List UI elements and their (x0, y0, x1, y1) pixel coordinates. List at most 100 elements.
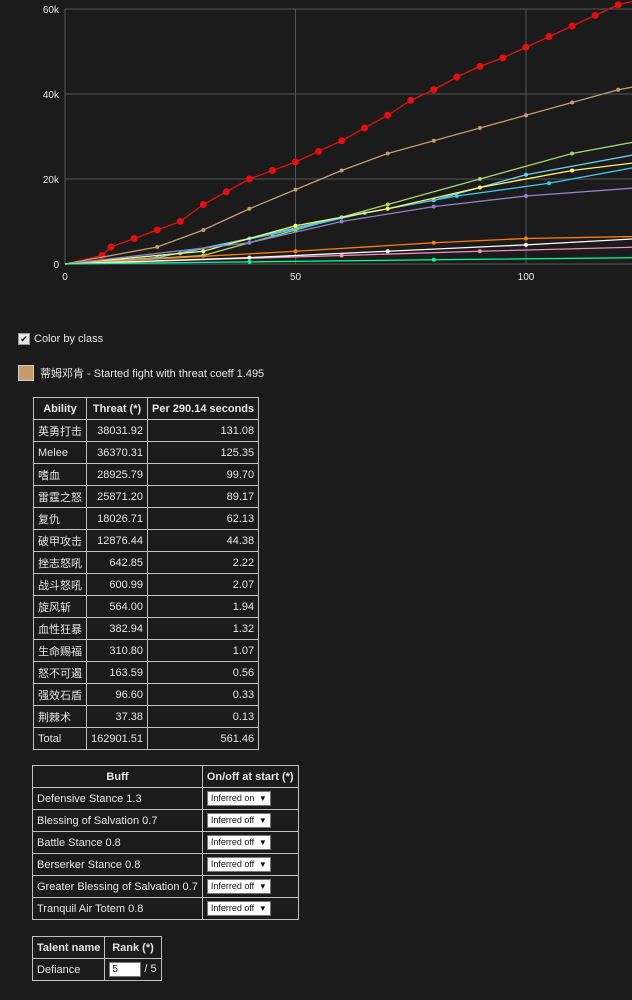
series-point (385, 151, 390, 156)
x-tick-label: 50 (290, 272, 302, 283)
color-by-class-checkbox[interactable]: ✔ (18, 333, 30, 345)
per-seconds-cell: 1.94 (146, 595, 260, 618)
per-seconds-cell: 44.38 (146, 529, 260, 552)
series-point (338, 137, 346, 145)
buff-state-select[interactable]: Inferred on ▼ (206, 791, 271, 806)
color-by-class-control[interactable]: ✔ Color by class (18, 333, 103, 345)
series-point (430, 86, 438, 94)
series-point (570, 100, 575, 105)
rank-input[interactable]: 5 (109, 962, 142, 977)
series-point (524, 242, 528, 247)
series-point (176, 218, 184, 225)
series-point (591, 11, 599, 19)
buff-state-select[interactable]: Inferred off ▼ (206, 835, 271, 850)
series-point (293, 249, 298, 254)
buff-state-cell: Inferred off ▼ (201, 831, 299, 854)
series-point (524, 194, 528, 198)
series-point (385, 206, 390, 211)
buff-state-cell: Inferred off ▼ (201, 809, 299, 832)
threat-cell: 163.59 (86, 661, 148, 684)
threat-cell: 12876.44 (86, 529, 148, 552)
chevron-down-icon: ▼ (258, 794, 267, 803)
series-point (155, 245, 160, 249)
ability-cell: 强效石盾 (33, 683, 87, 706)
series-point (547, 181, 552, 186)
talent-name-cell: Defiance (31, 958, 106, 981)
chevron-down-icon: ▼ (258, 816, 267, 825)
series-line (64, 0, 632, 265)
series-point (568, 22, 576, 30)
per-seconds-cell: 131.08 (146, 419, 260, 442)
ability-cell: 旋风斩 (33, 595, 87, 618)
threat-cell: 25871.20 (86, 485, 148, 508)
per-seconds-cell: 2.07 (146, 573, 260, 596)
ability-cell: 英勇打击 (33, 419, 87, 442)
table-row: Defensive Stance 1.3 Inferred on ▼ (32, 787, 299, 810)
table-row: Defiance 5/ 5 (31, 958, 162, 981)
buff-state-value: Inferred off (210, 859, 255, 869)
buff-state-cell: Inferred on ▼ (201, 787, 299, 810)
series-point (431, 138, 436, 143)
series-point (545, 33, 553, 41)
ability-cell: Melee (33, 441, 87, 464)
threat-cell: 310.80 (86, 639, 148, 662)
series-point (476, 62, 484, 70)
player-color-swatch[interactable] (18, 365, 34, 381)
series-point (247, 206, 252, 211)
series-point (477, 185, 482, 190)
series-point (570, 151, 575, 156)
per-seconds-cell: 0.13 (146, 705, 260, 728)
threat-cell: 38031.92 (86, 419, 148, 442)
per-seconds-cell: 0.33 (146, 683, 260, 706)
ability-cell: Total (33, 727, 87, 750)
talent-table: Talent name Rank (*) Defiance 5/ 5 (31, 936, 162, 981)
series-point (339, 168, 344, 173)
buff-state-value: Inferred off (210, 903, 255, 913)
chevron-down-icon: ▼ (258, 838, 267, 847)
threat-cell: 96.60 (86, 683, 148, 706)
series-point (570, 168, 575, 173)
table-row: 怒不可遏 163.59 0.56 (33, 661, 260, 684)
chevron-down-icon: ▼ (258, 882, 267, 891)
series-point (222, 188, 230, 196)
threat-header: Threat (*) (86, 397, 148, 420)
buff-state-select[interactable]: Inferred off ▼ (206, 813, 271, 828)
series-point (384, 111, 392, 119)
buff-state-select[interactable]: Inferred off ▼ (206, 879, 271, 894)
buff-header: Buff (32, 765, 203, 788)
threat-chart: 0 20k 40k 60k 0 50 100 (43, 0, 632, 283)
ability-cell: 挫志怒吼 (33, 551, 87, 574)
buff-state-select[interactable]: Inferred off ▼ (206, 901, 271, 916)
series-point (201, 228, 206, 232)
table-row: Melee 36370.31 125.35 (33, 441, 260, 464)
series-point (453, 73, 461, 81)
table-row: Battle Stance 0.8 Inferred off ▼ (32, 831, 299, 854)
series-line (64, 141, 632, 265)
table-row: Greater Blessing of Salvation 0.7 Inferre… (32, 875, 299, 898)
buff-state-value: Inferred off (210, 815, 255, 825)
table-row: 嗜血 28925.79 99.70 (33, 463, 260, 486)
talent-rank-cell: 5/ 5 (104, 958, 162, 981)
series-point (339, 219, 344, 224)
ability-cell: 破甲攻击 (33, 529, 87, 552)
series-point (247, 259, 252, 264)
series-point (614, 1, 622, 9)
series-point (477, 126, 482, 130)
series-point (292, 158, 299, 166)
series-point (477, 249, 482, 254)
player-row[interactable]: 蒂姆邓肯 - Started fight with threat coeff 1… (18, 365, 264, 381)
x-tick-label: 0 (62, 272, 68, 283)
table-row: Total 162901.51 561.46 (33, 727, 260, 750)
color-by-class-label: Color by class (34, 333, 104, 345)
y-tick-label: 40k (43, 90, 60, 101)
per-seconds-cell: 62.13 (146, 507, 260, 530)
buff-state-select[interactable]: Inferred off ▼ (206, 857, 271, 872)
series-point (524, 172, 528, 177)
series-point (247, 240, 252, 245)
buff-state-value: Inferred off (210, 837, 255, 847)
series-point (431, 257, 436, 262)
threat-cell: 162901.51 (86, 727, 148, 750)
series-point (431, 204, 436, 209)
onoff-header: On/off at start (*) (201, 765, 299, 788)
ability-threat-table: Ability Threat (*) Per 290.14 seconds 英勇… (33, 397, 260, 750)
